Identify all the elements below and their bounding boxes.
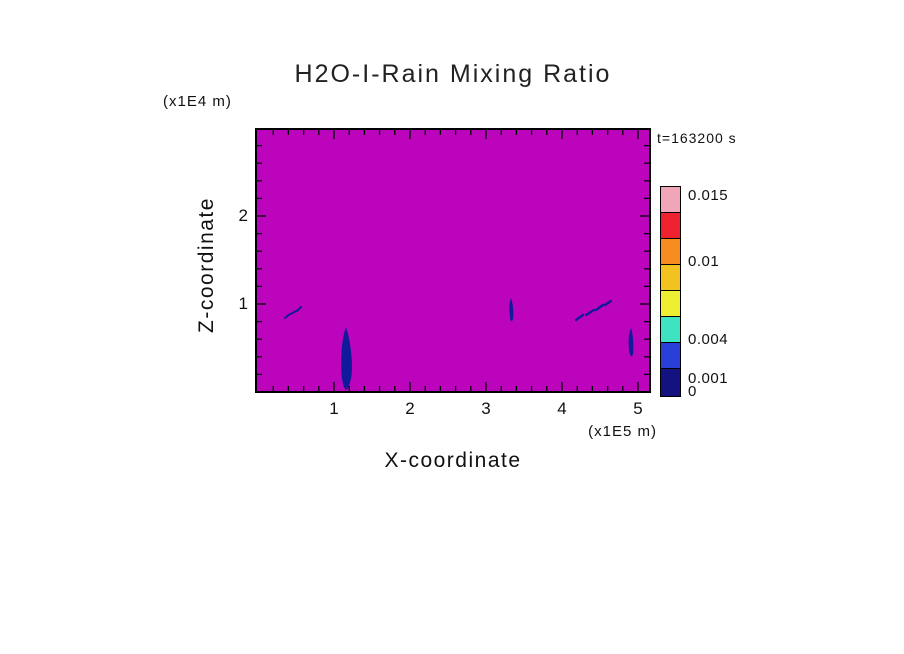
chart-title: H2O-I-Rain Mixing Ratio (294, 60, 612, 88)
colorbar-label: 0.01 (688, 253, 720, 270)
colorbar-label: 0.004 (688, 331, 729, 348)
colorbar-labels: 0.015 0.01 0.004 0.001 0 (688, 186, 768, 411)
rain-cell (284, 306, 302, 319)
x-tick-label: 5 (633, 399, 643, 418)
plot-svg (255, 128, 651, 393)
rain-cell (574, 299, 613, 322)
colorbar-segment (661, 265, 680, 291)
x-tick-label: 3 (481, 399, 491, 418)
x-axis-units-label: (x1E5 m) (588, 423, 657, 440)
rain-cell (341, 327, 352, 390)
x-tick-labels: 1 2 3 4 5 (255, 399, 651, 421)
y-axis-units-label: (x1E4 m) (163, 93, 232, 110)
colorbar-segment (661, 291, 680, 317)
x-tick-label: 2 (405, 399, 415, 418)
colorbar-segment (661, 317, 680, 343)
colorbar-segment (661, 343, 680, 369)
colorbar-segment (661, 239, 680, 265)
colorbar-segment (661, 369, 680, 396)
y-tick-label: 2 (238, 206, 248, 225)
colorbar-segment (661, 213, 680, 239)
rain-cell (628, 328, 634, 357)
time-annotation: t=163200 s (657, 130, 737, 146)
y-tick-label: 1 (238, 294, 248, 313)
rain-cell (509, 298, 514, 322)
x-tick-label: 1 (329, 399, 339, 418)
y-axis-title: Z-coordinate (195, 197, 218, 333)
plot-frame (255, 128, 651, 393)
plot-area (255, 128, 651, 393)
x-axis-title: X-coordinate (384, 449, 522, 472)
colorbar-label: 0 (688, 383, 697, 400)
colorbar (660, 186, 681, 397)
colorbar-segment (661, 187, 680, 213)
colorbar-label: 0.001 (688, 370, 729, 387)
colorbar-label: 0.015 (688, 187, 729, 204)
x-tick-label: 4 (557, 399, 567, 418)
